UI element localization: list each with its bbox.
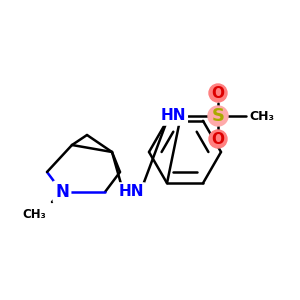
- Circle shape: [209, 84, 227, 102]
- Text: HN: HN: [118, 184, 144, 200]
- Text: S: S: [212, 107, 224, 125]
- Text: CH₃: CH₃: [249, 110, 274, 122]
- Circle shape: [209, 130, 227, 148]
- Text: N: N: [55, 183, 69, 201]
- Text: O: O: [212, 131, 224, 146]
- Circle shape: [208, 106, 228, 126]
- Text: O: O: [212, 85, 224, 100]
- Text: CH₃: CH₃: [22, 208, 46, 221]
- Text: HN: HN: [160, 109, 186, 124]
